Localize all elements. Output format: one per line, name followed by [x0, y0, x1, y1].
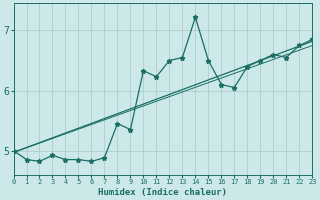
X-axis label: Humidex (Indice chaleur): Humidex (Indice chaleur): [98, 188, 228, 197]
